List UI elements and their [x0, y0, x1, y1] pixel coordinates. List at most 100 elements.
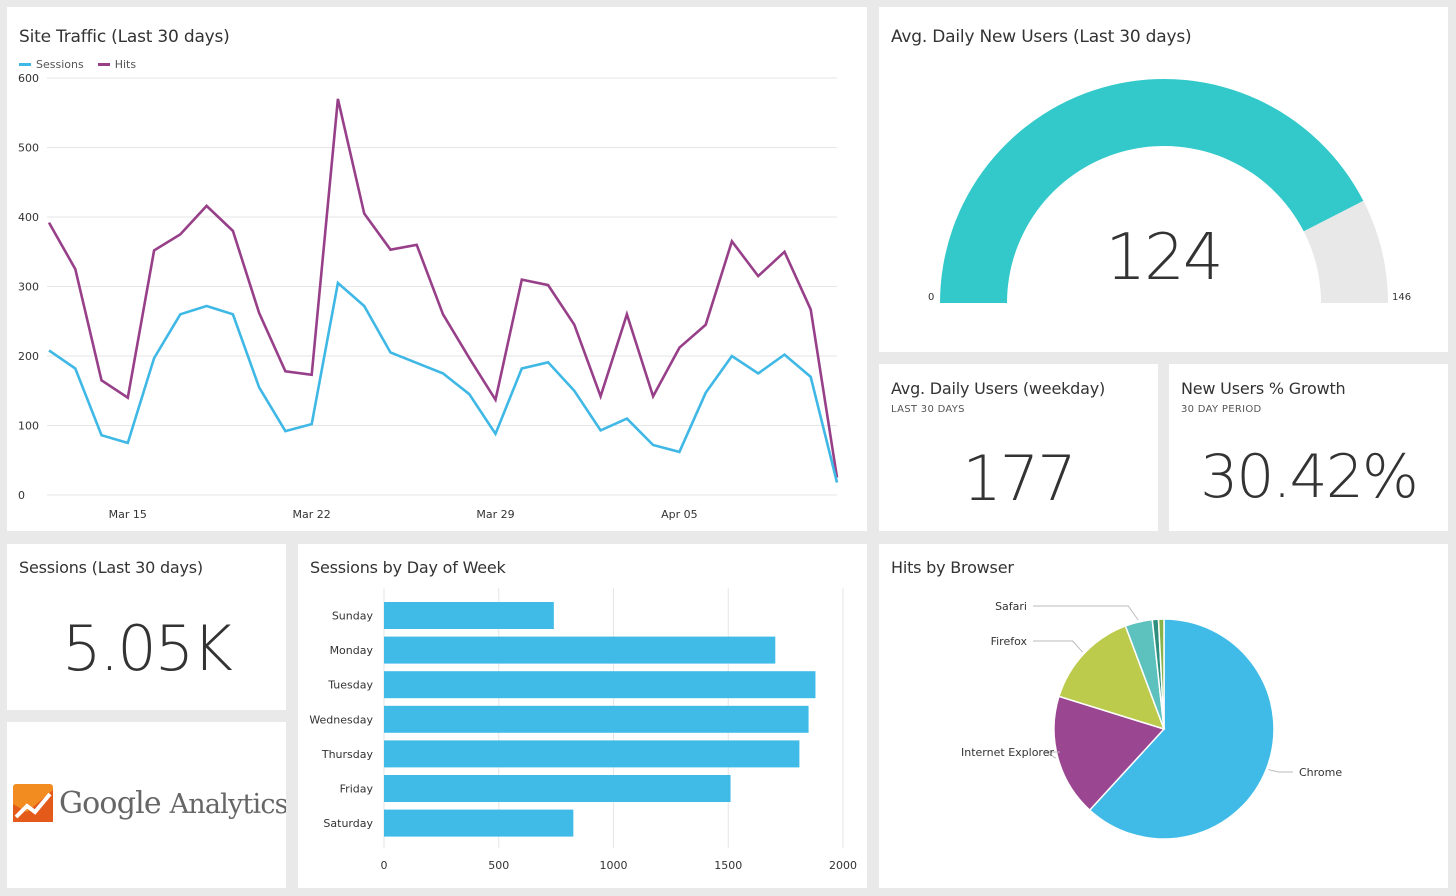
- data-point-hits: [519, 277, 525, 283]
- pie-label: Internet Explorer: [961, 746, 1054, 759]
- legend-item-hits[interactable]: Hits: [97, 58, 137, 71]
- hits-by-browser-tile[interactable]: Hits by Browser Chrome Internet Explorer F…: [879, 544, 1448, 888]
- x-tick-label: 500: [488, 859, 509, 872]
- data-point-sessions: [387, 350, 393, 356]
- data-point-sessions: [440, 370, 446, 376]
- avg-new-users-title: Avg. Daily New Users (Last 30 days): [891, 27, 1192, 47]
- hits-by-browser-pie-chart[interactable]: Chrome Internet Explorer Firefox Safari: [879, 544, 1448, 888]
- pie-slice: [1157, 618, 1165, 730]
- data-point-hits: [177, 231, 183, 237]
- sessions-total-tile[interactable]: Sessions (Last 30 days) 5.05K: [7, 544, 286, 710]
- data-point-hits: [230, 228, 236, 234]
- y-tick-label: 100: [18, 420, 39, 433]
- series-line-sessions: [48, 280, 839, 483]
- analytics-logo-icon: [13, 784, 53, 822]
- data-point-sessions: [230, 311, 236, 317]
- pie-label: Firefox: [991, 635, 1028, 648]
- google-analytics-wordmark: Google Analytics: [59, 786, 286, 821]
- category-label: Sunday: [332, 610, 374, 623]
- data-point-hits: [387, 247, 393, 253]
- data-point-sessions: [414, 360, 420, 366]
- new-users-growth-tile[interactable]: New Users % Growth 30 DAY PERIOD 30.42%: [1169, 364, 1448, 531]
- data-point-sessions: [466, 391, 472, 397]
- data-point-hits: [545, 282, 551, 288]
- sessions-by-day-tile[interactable]: Sessions by Day of Week 0 500 1000 1500 2000…: [298, 544, 867, 888]
- site-traffic-legend: Sessions Hits: [19, 58, 136, 71]
- avg-daily-users-title: Avg. Daily Users (weekday): [891, 379, 1106, 398]
- data-point-sessions: [256, 384, 262, 390]
- y-tick-label: 500: [18, 142, 39, 155]
- data-point-sessions: [729, 353, 735, 359]
- y-tick-label: 400: [18, 211, 39, 224]
- avg-new-users-tile[interactable]: Avg. Daily New Users (Last 30 days) 124 …: [879, 7, 1448, 352]
- category-label: Wednesday: [309, 713, 373, 726]
- data-point-sessions: [125, 440, 131, 446]
- new-users-growth-title: New Users % Growth: [1181, 379, 1346, 398]
- gauge-max-label: 146: [1392, 292, 1412, 303]
- legend-label-hits: Hits: [114, 58, 137, 71]
- data-point-sessions: [335, 280, 341, 286]
- pie-slice-firefox: [1058, 625, 1166, 731]
- data-point-hits: [650, 393, 656, 399]
- y-tick-label: 200: [18, 350, 39, 363]
- data-point-sessions: [361, 303, 367, 309]
- gauge-min-label: 0: [928, 292, 935, 303]
- data-point-hits: [361, 211, 367, 217]
- data-point-sessions: [151, 355, 157, 361]
- data-point-hits: [493, 397, 499, 403]
- data-point-hits: [125, 395, 131, 401]
- data-point-hits: [256, 310, 262, 316]
- y-tick-label: 0: [18, 489, 25, 502]
- legend-item-sessions[interactable]: Sessions: [19, 58, 84, 71]
- data-point-sessions: [545, 359, 551, 365]
- data-point-hits: [703, 322, 709, 328]
- site-traffic-tile[interactable]: Site Traffic (Last 30 days) Sessions Hit…: [7, 7, 867, 531]
- data-point-sessions: [282, 428, 288, 434]
- data-point-sessions: [493, 431, 499, 437]
- x-tick-label: 1000: [600, 859, 628, 872]
- data-point-sessions: [204, 303, 210, 309]
- category-label: Saturday: [323, 817, 373, 830]
- data-point-hits: [151, 247, 157, 253]
- legend-label-sessions: Sessions: [36, 58, 84, 71]
- avg-daily-users-subtitle: LAST 30 DAYS: [891, 404, 965, 415]
- new-users-growth-subtitle: 30 DAY PERIOD: [1181, 404, 1262, 415]
- avg-daily-users-tile[interactable]: Avg. Daily Users (weekday) LAST 30 DAYS …: [879, 364, 1158, 531]
- site-traffic-line-chart[interactable]: 0 100 200 300 400 500 600 Mar 15 Mar 22 Mar 29 Apr…: [7, 7, 867, 531]
- series-line-hits: [47, 98, 839, 478]
- hits-by-browser-title: Hits by Browser: [891, 558, 1014, 577]
- sessions-by-day-bar-chart[interactable]: 0 500 1000 1500 2000 Sunday Monday Tuesday Wedne…: [298, 544, 867, 888]
- avg-new-users-gauge[interactable]: [879, 7, 1448, 352]
- data-point-sessions: [781, 352, 787, 358]
- data-point-sessions: [676, 449, 682, 455]
- y-tick-label: 600: [18, 72, 39, 85]
- new-users-growth-value: 30.42%: [1200, 442, 1419, 512]
- data-point-sessions: [703, 390, 709, 396]
- avg-daily-users-value: 177: [962, 442, 1076, 515]
- pie-leader-line: [1033, 640, 1083, 653]
- ga-google-text: Google: [59, 785, 162, 821]
- data-point-sessions: [177, 311, 183, 317]
- data-point-hits: [46, 220, 52, 226]
- pie-slice-chrome: [1088, 618, 1275, 840]
- gauge-remaining-arc: [1303, 200, 1388, 303]
- data-point-hits: [729, 238, 735, 244]
- bar-thursday: [384, 740, 800, 768]
- data-point-sessions: [808, 374, 814, 380]
- bar-friday: [384, 775, 731, 802]
- pie-slice-internet-explorer: [1053, 695, 1166, 812]
- google-analytics-logo-tile: Google Analytics: [7, 722, 286, 888]
- data-point-hits: [624, 311, 630, 317]
- data-point-hits: [808, 306, 814, 312]
- data-point-hits: [72, 266, 78, 272]
- x-tick-label: 0: [381, 859, 388, 872]
- sessions-total-value: 5.05K: [62, 612, 233, 685]
- pie-label: Safari: [995, 600, 1027, 613]
- x-tick-label: Mar 15: [109, 508, 147, 521]
- data-point-sessions: [309, 421, 315, 427]
- category-label: Tuesday: [327, 679, 373, 692]
- category-label: Thursday: [321, 748, 374, 761]
- ga-analytics-text: Analytics: [169, 788, 286, 820]
- hits-swatch-icon: [97, 63, 110, 66]
- data-point-sessions: [755, 370, 761, 376]
